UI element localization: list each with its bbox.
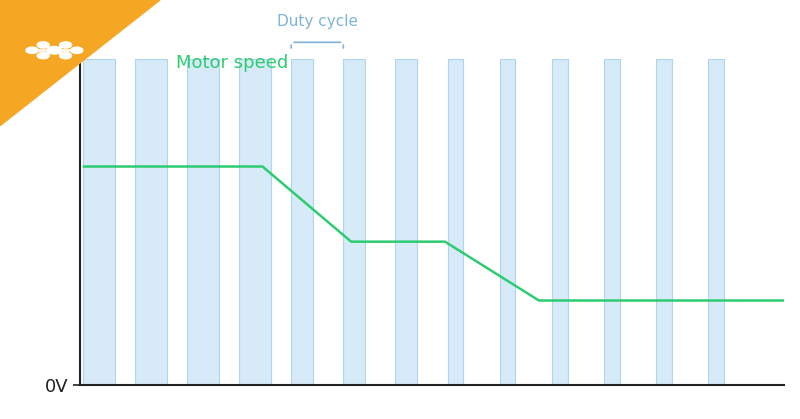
Bar (239, 59, 271, 385)
Text: Duty cycle: Duty cycle (277, 14, 358, 29)
Bar (134, 59, 167, 385)
Bar (291, 59, 313, 385)
Bar (343, 59, 366, 385)
Bar (500, 59, 515, 385)
Bar (187, 59, 219, 385)
Bar (552, 59, 567, 385)
Text: Motor speed: Motor speed (176, 54, 288, 72)
Bar (395, 59, 418, 385)
Bar (604, 59, 620, 385)
Bar (708, 59, 724, 385)
Bar (656, 59, 672, 385)
Bar (448, 59, 463, 385)
Bar (82, 59, 115, 385)
